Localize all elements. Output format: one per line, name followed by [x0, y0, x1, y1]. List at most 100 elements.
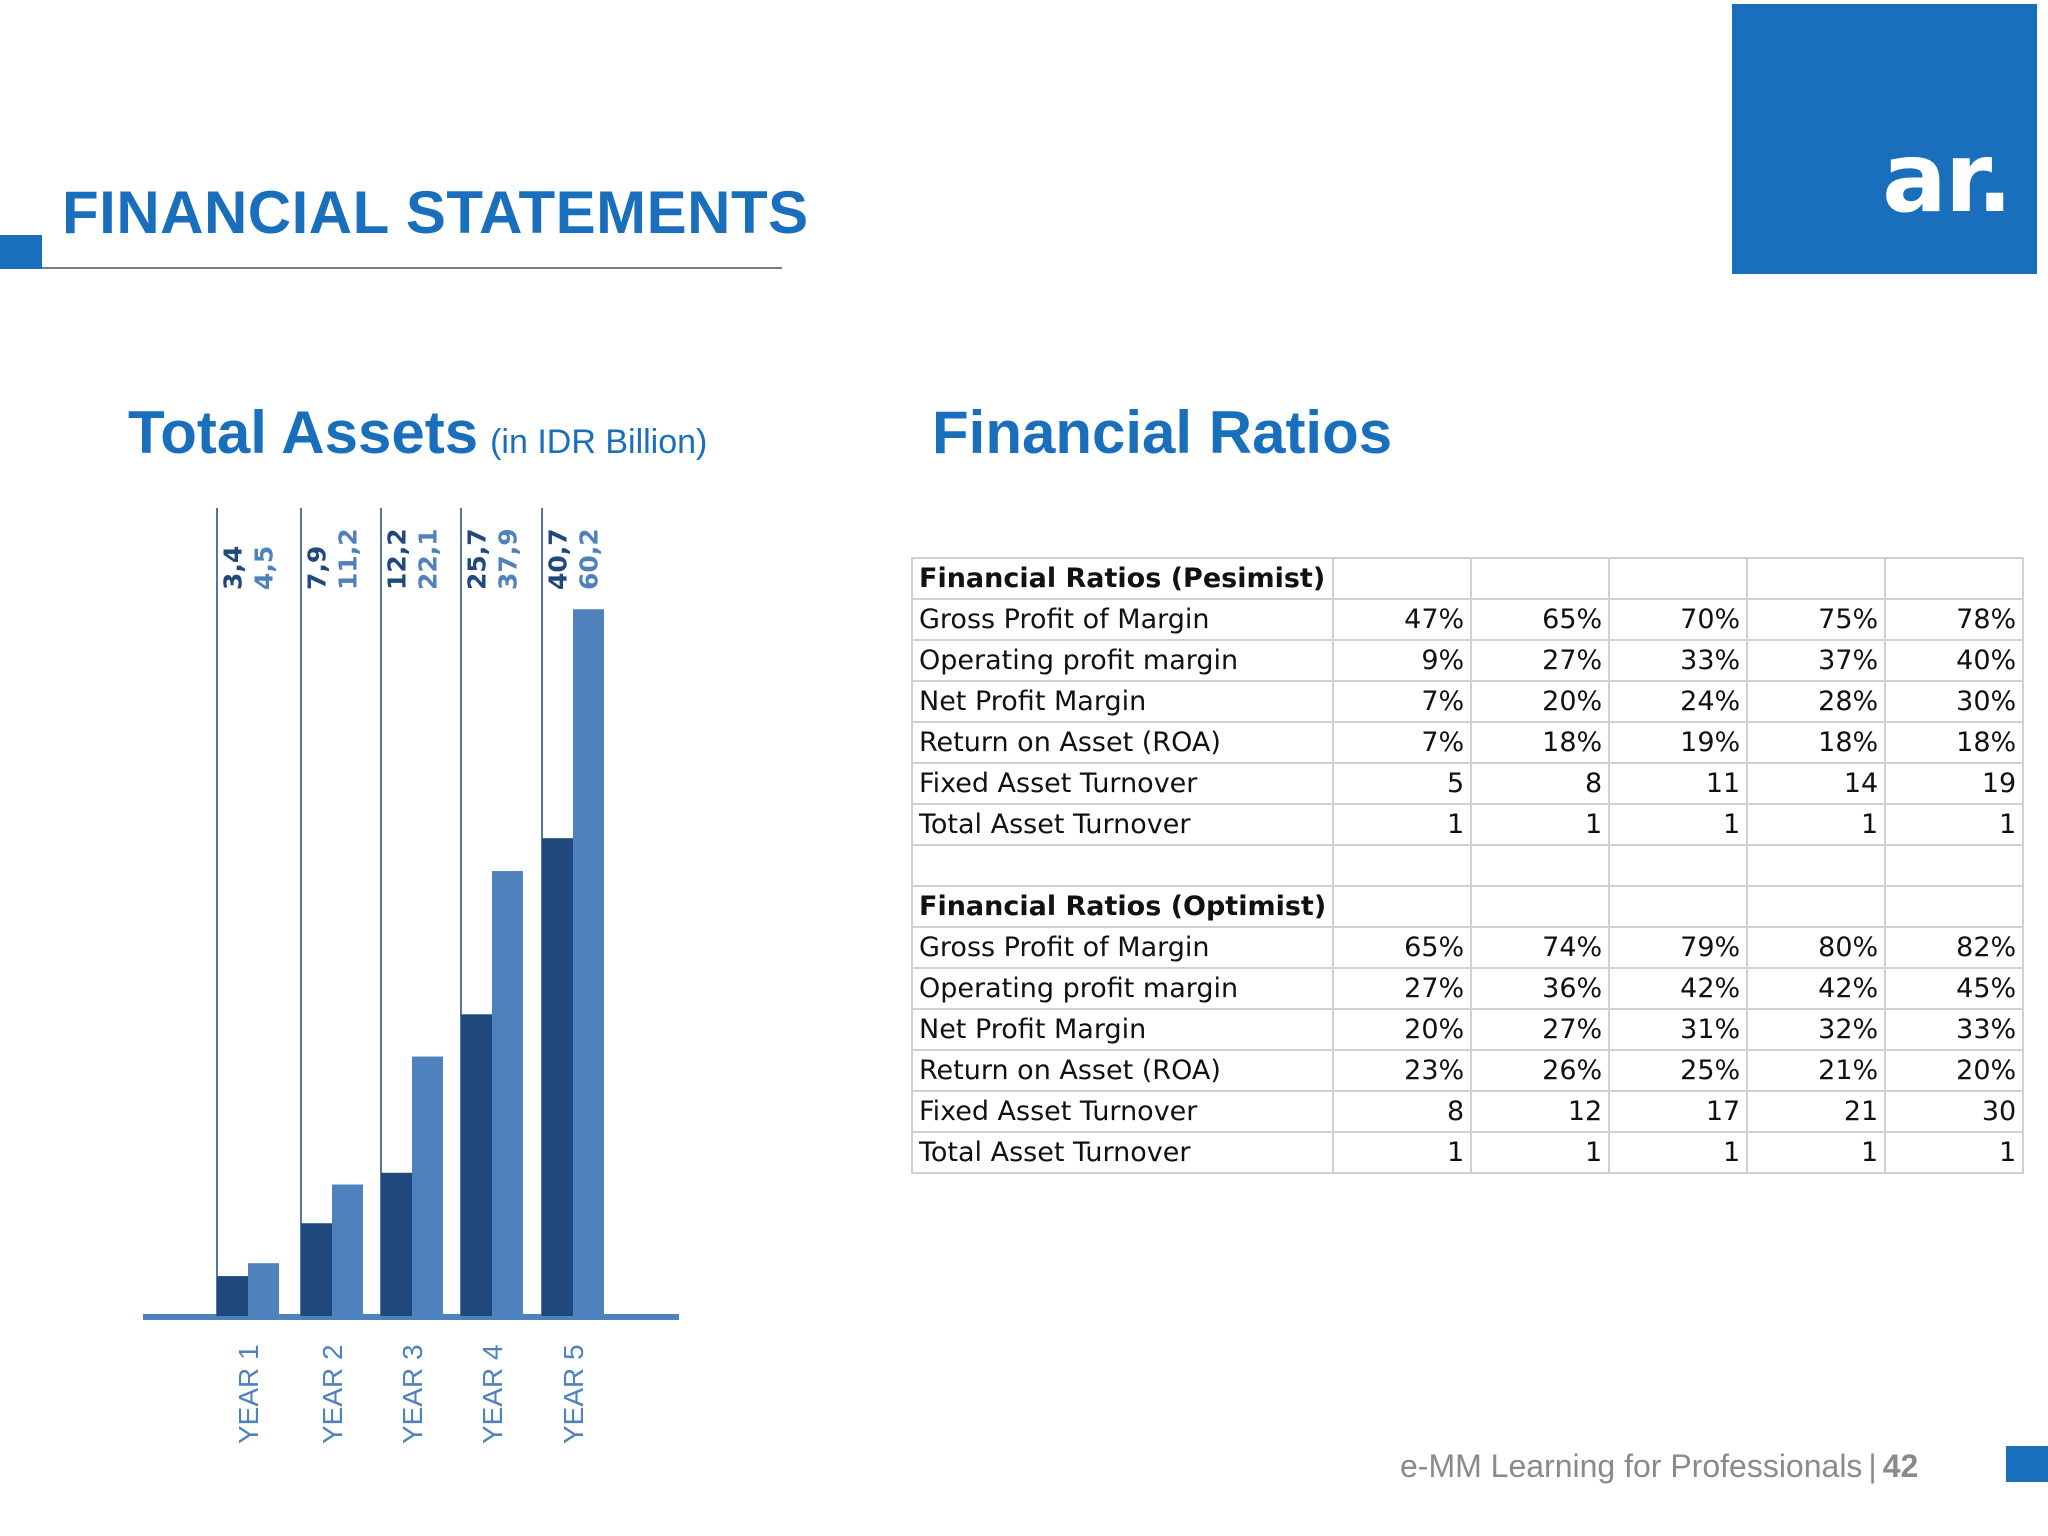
- logo-text: ar.: [1882, 122, 2013, 234]
- bar: [248, 1263, 279, 1316]
- row-label: Return on Asset (ROA): [910, 721, 1335, 764]
- table-cell: 17: [1608, 1090, 1749, 1133]
- table-cell: [1470, 557, 1611, 600]
- row-label: Gross Profit of Margin: [910, 926, 1335, 969]
- footer-accent-square: [2006, 1446, 2048, 1482]
- bar: [332, 1184, 363, 1316]
- table-cell: 14: [1746, 762, 1887, 805]
- header-accent-square: [0, 235, 42, 269]
- table-cell: 65%: [1332, 926, 1473, 969]
- table-cell: 20%: [1332, 1008, 1473, 1051]
- table-cell: 80%: [1746, 926, 1887, 969]
- table-cell: 27%: [1332, 967, 1473, 1010]
- data-label: 3,4: [219, 546, 248, 590]
- x-axis-line: [143, 1314, 679, 1320]
- data-label: 60,2: [575, 528, 604, 590]
- bar: [381, 1172, 412, 1316]
- table-row: Fixed Asset Turnover 5 8 11 14 19: [910, 762, 2025, 805]
- table-section-row: Financial Ratios (Optimist): [910, 885, 2025, 928]
- table-cell: 30: [1884, 1090, 2025, 1133]
- row-label: Total Asset Turnover: [910, 803, 1335, 846]
- data-label: 22,1: [414, 528, 443, 590]
- table-cell: [1332, 885, 1473, 928]
- row-label: Net Profit Margin: [910, 1008, 1335, 1051]
- table-row: Net Profit Margin 7% 20% 24% 28% 30%: [910, 680, 2025, 723]
- bar: [461, 1014, 492, 1316]
- table-cell: 1: [1470, 1131, 1611, 1174]
- table-row: Return on Asset (ROA) 7% 18% 19% 18% 18%: [910, 721, 2025, 764]
- table-cell: 70%: [1608, 598, 1749, 641]
- table-cell: 31%: [1608, 1008, 1749, 1051]
- table-cell: 47%: [1332, 598, 1473, 641]
- section-heading: Financial Ratios (Optimist): [910, 885, 1335, 928]
- table-cell: 82%: [1884, 926, 2025, 969]
- table-cell: 1: [1332, 803, 1473, 846]
- table-cell: [1746, 885, 1887, 928]
- table-cell: 21%: [1746, 1049, 1887, 1092]
- table-row: Total Asset Turnover 1 1 1 1 1: [910, 803, 2025, 846]
- table-cell: 27%: [1470, 639, 1611, 682]
- table-cell: 65%: [1470, 598, 1611, 641]
- row-label: Operating profit margin: [910, 639, 1335, 682]
- table-row: Gross Profit of Margin 65% 74% 79% 80% 82%: [910, 926, 2025, 969]
- table-cell: 20%: [1470, 680, 1611, 723]
- data-label: 37,9: [494, 528, 523, 590]
- row-label: Total Asset Turnover: [910, 1131, 1335, 1174]
- table-row: Total Asset Turnover 1 1 1 1 1: [910, 1131, 2025, 1174]
- table-cell: 1: [1884, 1131, 2025, 1174]
- row-label: Fixed Asset Turnover: [910, 762, 1335, 805]
- table-cell: 30%: [1884, 680, 2025, 723]
- bar: [492, 871, 523, 1316]
- bar: [573, 609, 604, 1316]
- table-cell: [1608, 557, 1749, 600]
- table-cell: [1884, 557, 2025, 600]
- table-cell: [1608, 844, 1749, 887]
- table-cell: 7%: [1332, 680, 1473, 723]
- footer-label: e-MM Learning for Professionals: [1400, 1448, 1863, 1484]
- data-label: 25,7: [463, 528, 492, 590]
- table-cell: 24%: [1608, 680, 1749, 723]
- table-cell: 19%: [1608, 721, 1749, 764]
- table-cell: 8: [1332, 1090, 1473, 1133]
- table-cell: 79%: [1608, 926, 1749, 969]
- table-cell: 25%: [1608, 1049, 1749, 1092]
- row-label: Operating profit margin: [910, 967, 1335, 1010]
- table-cell: 42%: [1608, 967, 1749, 1010]
- table-cell: [1332, 844, 1473, 887]
- footer-separator: |: [1868, 1448, 1877, 1484]
- table-cell: 18%: [1884, 721, 2025, 764]
- x-tick-label: YEAR 5: [558, 1344, 589, 1444]
- table-row: Operating profit margin 9% 27% 33% 37% 40%: [910, 639, 2025, 682]
- data-label: 4,5: [250, 546, 279, 590]
- table-cell: 28%: [1746, 680, 1887, 723]
- table-cell: [1746, 557, 1887, 600]
- table-cell: 27%: [1470, 1008, 1611, 1051]
- table-cell: 18%: [1470, 721, 1611, 764]
- x-tick-label: YEAR 3: [397, 1344, 428, 1444]
- page-number: 42: [1882, 1448, 1919, 1484]
- page-title: FINANCIAL STATEMENTS: [62, 179, 809, 246]
- table-cell: [1470, 885, 1611, 928]
- table-cell: 33%: [1608, 639, 1749, 682]
- table-row: [910, 844, 2025, 887]
- data-label: 40,7: [544, 528, 573, 590]
- logo: ar.: [1732, 4, 2037, 274]
- table-cell: 75%: [1746, 598, 1887, 641]
- bar: [301, 1223, 332, 1316]
- row-label: Fixed Asset Turnover: [910, 1090, 1335, 1133]
- row-label: [910, 844, 1335, 887]
- table-row: Fixed Asset Turnover 8 12 17 21 30: [910, 1090, 2025, 1133]
- table-cell: 42%: [1746, 967, 1887, 1010]
- table-cell: 78%: [1884, 598, 2025, 641]
- table-row: Gross Profit of Margin 47% 65% 70% 75% 78%: [910, 598, 2025, 641]
- table-cell: 21: [1746, 1090, 1887, 1133]
- table-cell: 7%: [1332, 721, 1473, 764]
- table-cell: 1: [1608, 1131, 1749, 1174]
- assets-subtitle: (in IDR Billion): [490, 423, 708, 461]
- table-cell: 18%: [1746, 721, 1887, 764]
- table-cell: 33%: [1884, 1008, 2025, 1051]
- x-tick-label: YEAR 4: [477, 1344, 508, 1444]
- table-cell: [1608, 885, 1749, 928]
- table-cell: 74%: [1470, 926, 1611, 969]
- table-cell: 8: [1470, 762, 1611, 805]
